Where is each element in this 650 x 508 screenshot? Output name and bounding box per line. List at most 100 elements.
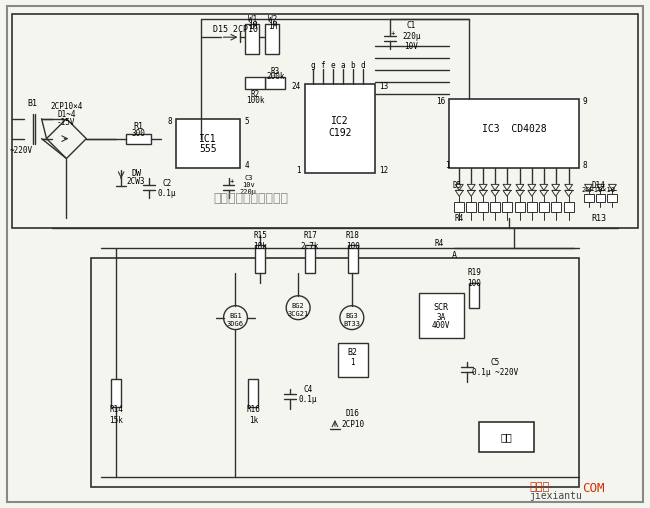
- Text: 8: 8: [582, 161, 587, 170]
- Text: 3DG6: 3DG6: [227, 321, 244, 327]
- Text: 100k: 100k: [246, 97, 265, 105]
- Text: 1M: 1M: [248, 22, 257, 31]
- Text: 555: 555: [200, 144, 217, 153]
- FancyBboxPatch shape: [111, 379, 121, 407]
- Text: IC1: IC1: [200, 134, 217, 144]
- Text: 3CG21: 3CG21: [287, 311, 309, 316]
- FancyBboxPatch shape: [479, 422, 534, 452]
- Text: jiexiantu: jiexiantu: [529, 491, 582, 501]
- FancyBboxPatch shape: [126, 134, 151, 144]
- FancyBboxPatch shape: [255, 245, 265, 273]
- FancyBboxPatch shape: [6, 7, 644, 501]
- Text: W2: W2: [268, 15, 277, 24]
- FancyBboxPatch shape: [584, 195, 593, 202]
- Text: 400V: 400V: [432, 321, 450, 330]
- FancyBboxPatch shape: [454, 202, 464, 212]
- Text: 接线图: 接线图: [529, 482, 549, 492]
- Text: 16: 16: [436, 98, 445, 106]
- Text: 4: 4: [244, 161, 249, 170]
- Text: W1: W1: [248, 15, 257, 24]
- Text: R16
1k: R16 1k: [246, 405, 261, 425]
- Text: C1
220μ
10V: C1 220μ 10V: [402, 21, 421, 51]
- Text: COM: COM: [582, 482, 604, 495]
- Text: e: e: [331, 60, 335, 70]
- Text: BG3: BG3: [346, 312, 358, 319]
- Text: D15 2CP10: D15 2CP10: [213, 25, 258, 34]
- Text: +: +: [391, 30, 395, 36]
- FancyBboxPatch shape: [176, 119, 240, 169]
- Text: -15V: -15V: [57, 118, 75, 127]
- Text: B1: B1: [27, 100, 38, 108]
- Text: d: d: [361, 60, 365, 70]
- FancyBboxPatch shape: [246, 77, 265, 89]
- FancyBboxPatch shape: [515, 202, 525, 212]
- FancyBboxPatch shape: [608, 195, 617, 202]
- Text: D16
2CP10: D16 2CP10: [341, 409, 365, 429]
- Text: 1: 1: [445, 161, 450, 170]
- FancyBboxPatch shape: [305, 84, 375, 173]
- FancyBboxPatch shape: [551, 202, 561, 212]
- Text: R4: R4: [435, 239, 444, 247]
- FancyBboxPatch shape: [469, 283, 479, 308]
- Text: b: b: [350, 60, 355, 70]
- FancyBboxPatch shape: [466, 202, 476, 212]
- Text: R1: R1: [133, 122, 143, 131]
- Text: B2: B2: [348, 348, 358, 357]
- FancyBboxPatch shape: [527, 202, 537, 212]
- Text: D5: D5: [452, 181, 462, 190]
- Text: C192: C192: [328, 128, 352, 138]
- Text: A: A: [452, 251, 457, 261]
- FancyBboxPatch shape: [265, 77, 285, 89]
- Text: 1: 1: [296, 166, 301, 175]
- Text: a: a: [341, 60, 345, 70]
- FancyBboxPatch shape: [91, 258, 578, 487]
- FancyBboxPatch shape: [502, 202, 512, 212]
- FancyBboxPatch shape: [248, 379, 258, 407]
- Text: 2CP10×4: 2CP10×4: [50, 102, 83, 111]
- Text: R14
15k: R14 15k: [109, 405, 123, 425]
- Text: 杭州将睿科技有限公司: 杭州将睿科技有限公司: [213, 192, 288, 205]
- FancyBboxPatch shape: [449, 99, 578, 169]
- Text: 1: 1: [350, 358, 355, 367]
- Text: 9: 9: [582, 98, 587, 106]
- Text: C2
0.1μ: C2 0.1μ: [157, 179, 176, 198]
- Text: 200k: 200k: [266, 73, 285, 81]
- FancyBboxPatch shape: [246, 24, 259, 54]
- Text: BT33: BT33: [343, 321, 360, 327]
- FancyBboxPatch shape: [265, 24, 280, 54]
- Text: 8: 8: [167, 117, 172, 126]
- FancyBboxPatch shape: [348, 245, 358, 273]
- Text: 24: 24: [292, 82, 301, 91]
- Text: R15
18k: R15 18k: [254, 231, 267, 251]
- FancyBboxPatch shape: [490, 202, 500, 212]
- Text: C5
0.1μ ~220V: C5 0.1μ ~220V: [472, 358, 518, 377]
- FancyBboxPatch shape: [478, 202, 488, 212]
- Text: f: f: [320, 60, 325, 70]
- Text: 13: 13: [379, 82, 388, 91]
- Text: ~220V: ~220V: [10, 146, 33, 155]
- Text: 电机: 电机: [500, 432, 512, 442]
- FancyBboxPatch shape: [12, 14, 638, 228]
- Text: R4: R4: [454, 214, 464, 223]
- FancyBboxPatch shape: [595, 195, 605, 202]
- Text: IC2: IC2: [331, 116, 349, 126]
- Text: D1~4: D1~4: [57, 110, 75, 119]
- Text: R3: R3: [270, 67, 280, 76]
- FancyBboxPatch shape: [338, 342, 368, 377]
- Text: C4
0.1μ: C4 0.1μ: [299, 385, 317, 404]
- Text: 12: 12: [379, 166, 388, 175]
- Text: 1M: 1M: [268, 22, 277, 31]
- FancyBboxPatch shape: [539, 202, 549, 212]
- FancyBboxPatch shape: [564, 202, 574, 212]
- Text: IC3  CD4028: IC3 CD4028: [482, 123, 546, 134]
- Text: 300: 300: [131, 129, 145, 138]
- Text: R13: R13: [591, 214, 606, 223]
- Text: SCR: SCR: [434, 303, 449, 312]
- Text: R18
100: R18 100: [346, 231, 360, 251]
- FancyBboxPatch shape: [305, 245, 315, 273]
- Text: 5: 5: [244, 117, 249, 126]
- Text: 3A: 3A: [437, 313, 446, 322]
- Text: D14: D14: [592, 181, 605, 190]
- Text: C3
10v
220μ: C3 10v 220μ: [240, 175, 257, 196]
- FancyBboxPatch shape: [419, 293, 464, 337]
